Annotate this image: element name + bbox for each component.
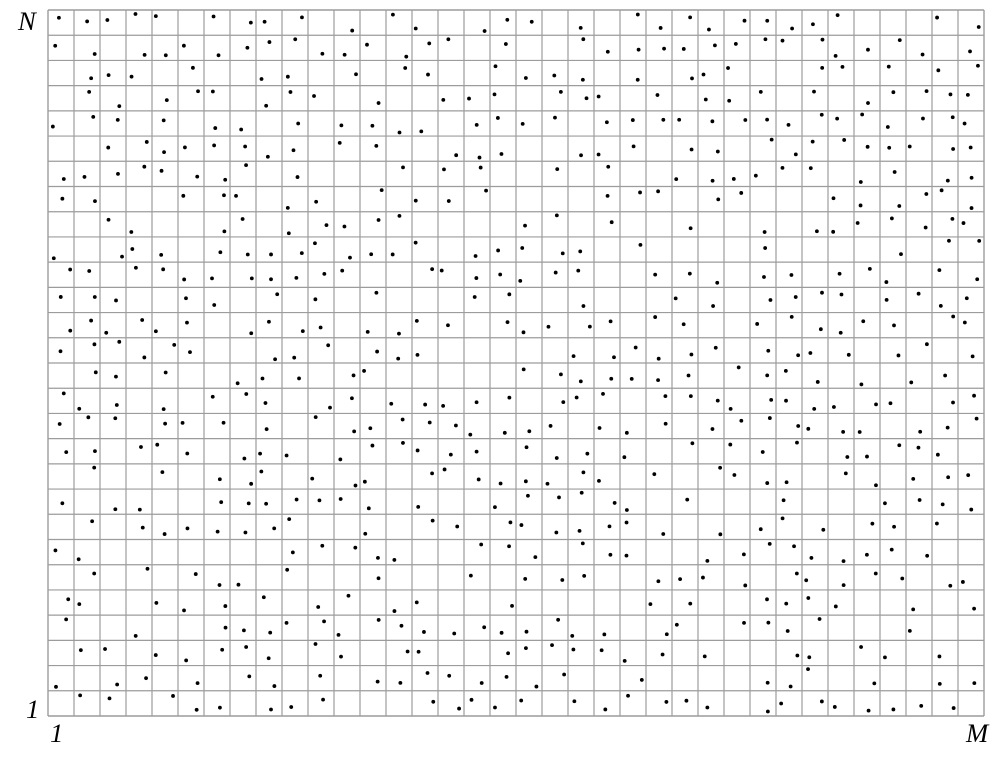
x-axis-label-origin: 1 [50,718,63,749]
y-axis-label-top: N [18,6,36,37]
y-axis-label-origin: 1 [26,694,39,725]
scatter-grid-plot [0,0,1000,758]
x-axis-label-right: M [966,718,988,749]
